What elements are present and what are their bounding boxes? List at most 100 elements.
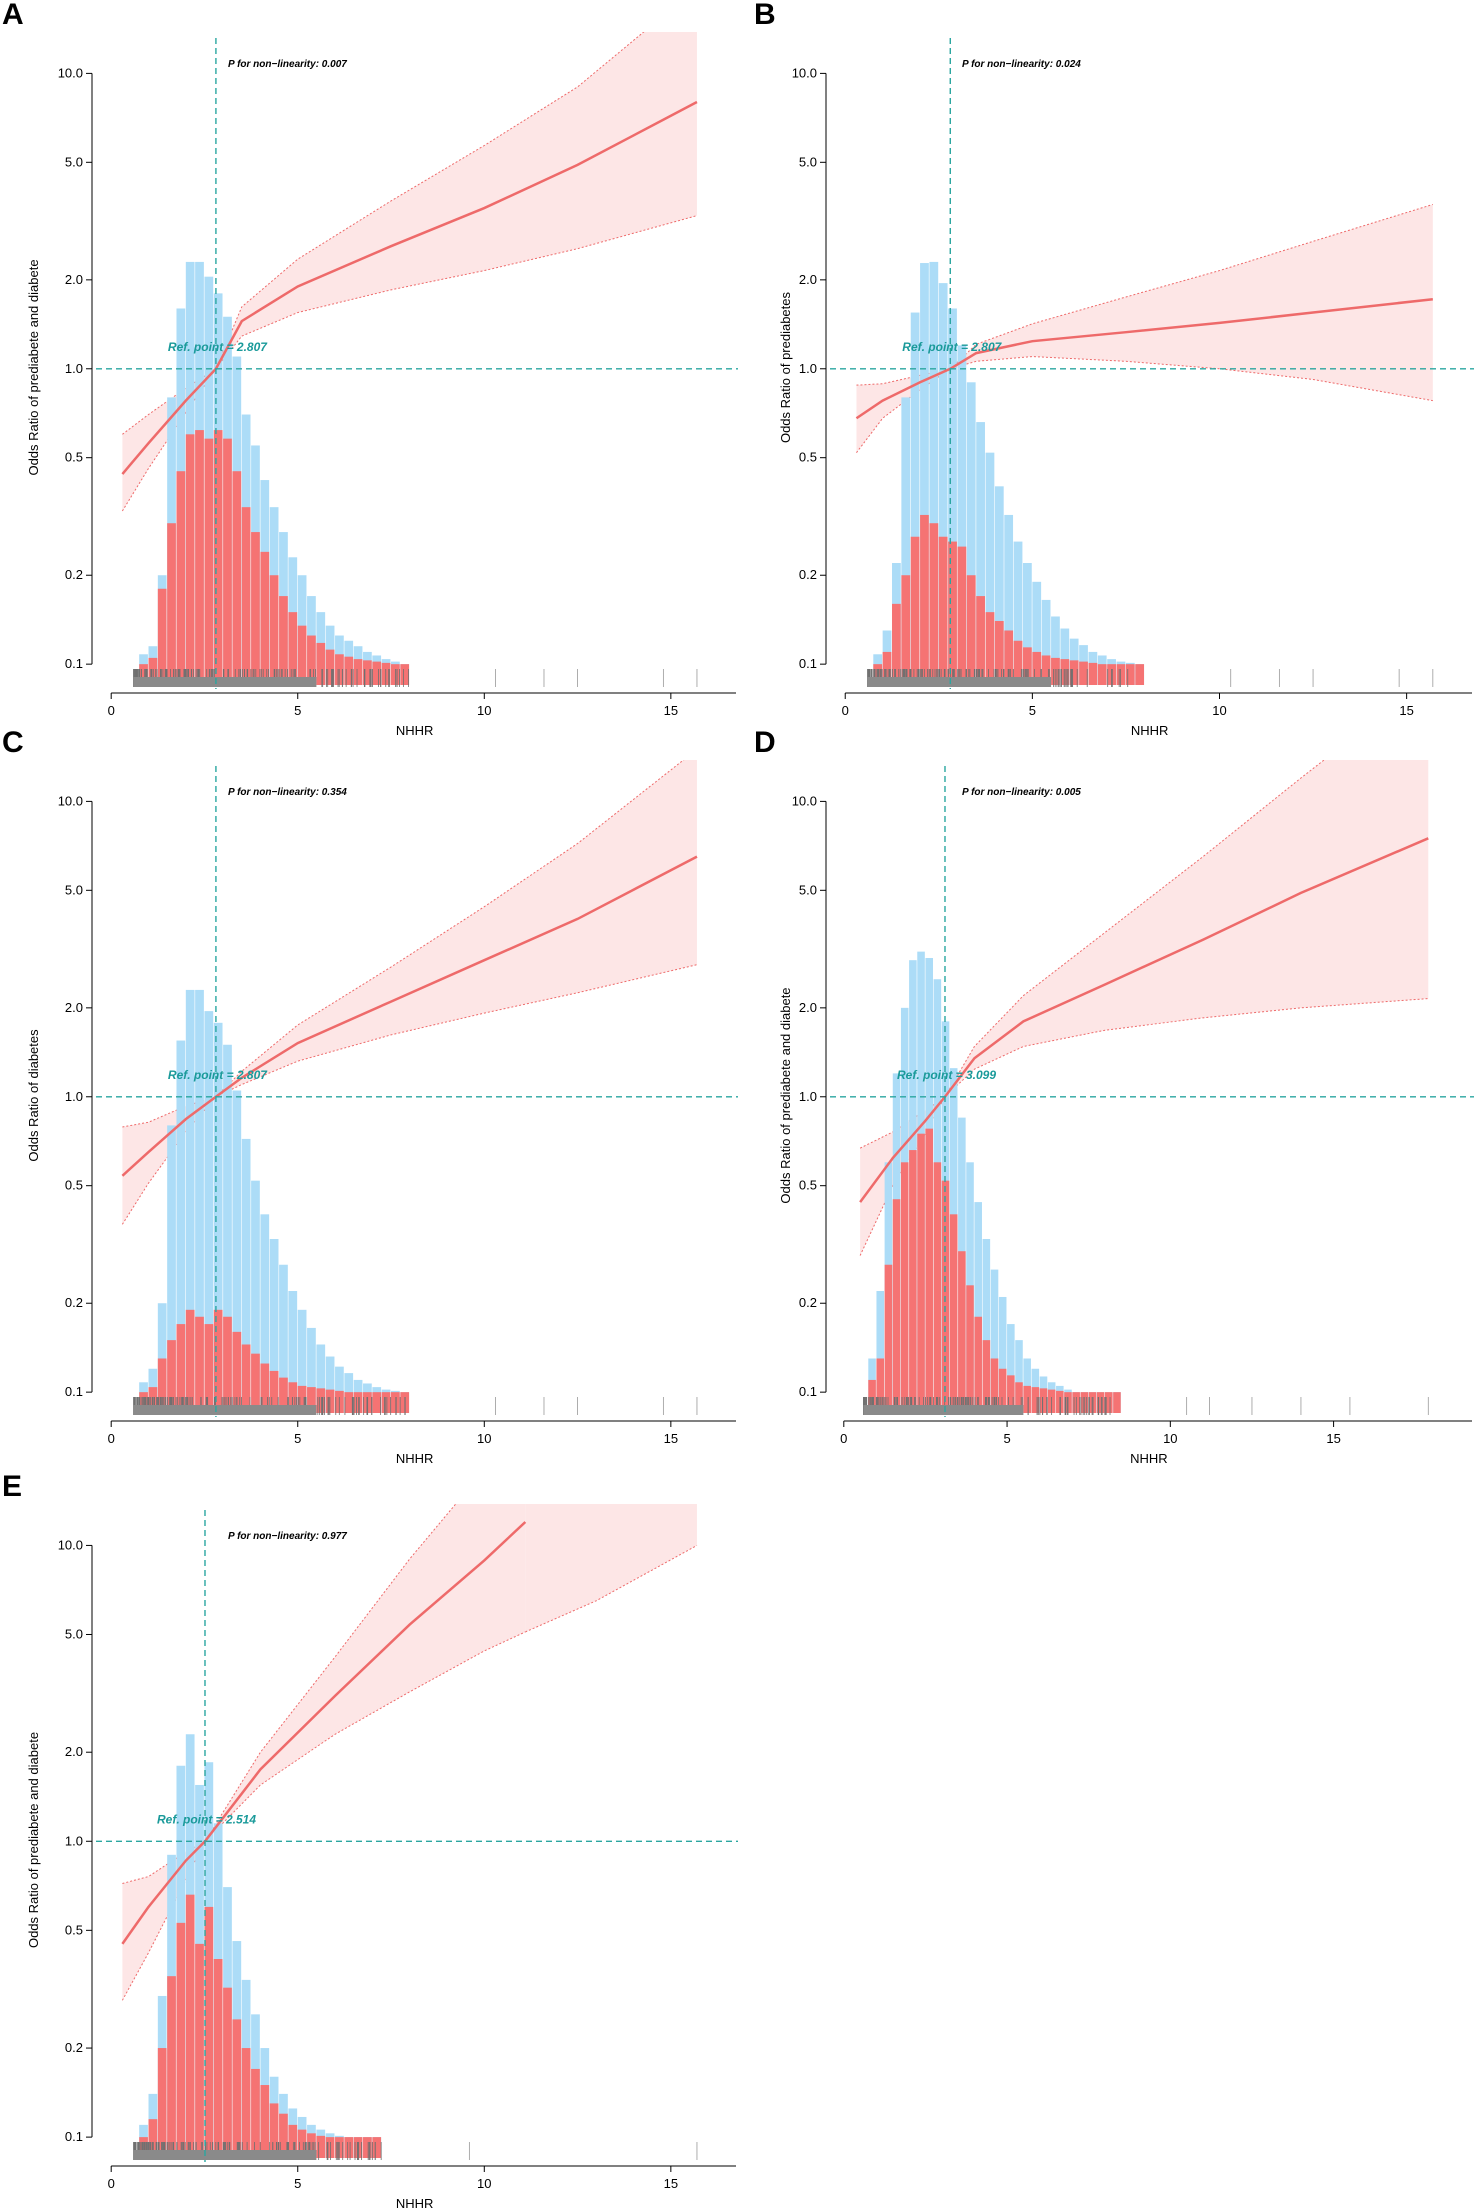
histogram-bar-cases [251,2068,260,2158]
rug-dense [863,1405,1024,1415]
histogram-bar-total [1013,541,1023,685]
histogram-bar-cases [176,471,186,685]
histogram-bar-total [1060,628,1070,685]
histogram-bar-cases [185,1309,195,1413]
histogram-bar-total [1023,563,1032,685]
histogram-bar-cases [288,2124,298,2158]
histogram-bar-total [1023,1358,1031,1413]
y-tick-label: 0.2 [65,1295,83,1310]
y-tick-label: 0.5 [65,1922,83,1937]
histogram-bar-cases [204,1324,214,1413]
histogram-bar-cases [1096,1392,1105,1413]
histogram-bar-cases [297,625,307,685]
x-tick-label: 5 [294,703,301,718]
x-tick-label: 15 [664,703,678,718]
histogram-bar-cases [157,588,167,685]
y-tick-label: 1.0 [799,1089,817,1104]
ci-upper-line [122,760,685,1128]
histogram-bar-cases [223,1316,232,1413]
or-curve [121,855,698,1177]
histogram-bar-cases [920,514,929,685]
histogram-bar-total [985,452,995,685]
y-tick-label: 0.2 [65,2040,83,2055]
histogram-bar-cases [176,1922,186,2158]
x-tick-label: 10 [477,2176,491,2191]
y-tick-label: 10.0 [58,65,83,80]
histogram-bar-cases [1023,647,1032,685]
histogram-bar-total [297,1309,307,1413]
histogram-bar-cases [868,1379,876,1413]
histogram-bar-cases [892,603,901,685]
histogram-bar-cases [372,1392,382,1413]
y-tick-label: 1.0 [799,361,817,376]
histogram-bar-cases [185,1894,195,2158]
histogram-bar-total [223,1044,232,1413]
y-axis-title: Odds Ratio of prediabete and diabete [26,259,41,475]
histogram-bar-cases [1088,662,1098,685]
histogram-bar-cases [344,2137,354,2158]
histogram-bar-total [176,1040,186,1413]
histogram-bar-cases [167,1976,176,2158]
y-tick-label: 5.0 [799,154,817,169]
histogram-bar-cases [1105,1392,1113,1413]
y-tick-label: 2.0 [799,1000,817,1015]
rug [133,669,698,687]
histogram-bar-cases [884,1264,893,1413]
y-tick-label: 0.2 [799,1295,817,1310]
x-tick-label: 0 [108,1431,115,1446]
y-tick-label: 0.1 [65,656,83,671]
histogram-bar-cases [998,1368,1007,1413]
histogram-bar-total [185,989,195,1413]
histogram-bar-total [910,312,920,685]
p-nonlinearity-label: P for non−linearity: 0.005 [962,787,1081,798]
histogram-bar-cases [966,1285,974,1413]
histogram-bar-cases [876,1358,885,1413]
y-tick-label: 10.0 [792,793,817,808]
y-tick-label: 0.5 [799,450,817,465]
histogram-bar-cases [213,1309,223,1413]
histogram-bar-cases [269,575,279,685]
histogram-bar-cases [204,1906,214,2158]
ci-band [856,204,1433,453]
histogram-bar-cases [307,1387,316,1413]
histogram-bar-cases [966,575,976,685]
histogram-bar-cases [185,434,195,685]
y-tick-label: 1.0 [65,1833,83,1848]
histogram-bar-cases [297,2129,307,2158]
histogram-bar-cases [925,1128,933,1413]
histogram-bar-cases [1013,640,1023,685]
histogram-bar-cases [288,612,298,685]
histogram-bar-cases [279,1377,288,1413]
panel-letter: A [2,0,24,31]
histogram-bar-cases [957,546,967,685]
x-tick-label: 10 [1212,703,1226,718]
x-tick-label: 0 [840,1431,847,1446]
histogram-bar-total [316,1344,326,1413]
histogram-bar-cases [1015,1382,1023,1413]
histogram-bar-cases [213,430,223,685]
panel-D: D 0.1 0.2 0.5 1.0 2.0 5.0 10.0 0 5 10 15 NHHR Odds Ra… [754,726,1474,1466]
histogram-bar-total [998,1296,1007,1413]
panel-letter: B [754,0,776,31]
histogram-bar-cases [204,438,214,685]
histogram-bar-cases [1004,630,1014,685]
histogram-bar-total [957,345,967,685]
histogram-bar-cases [157,1358,167,1413]
x-tick-label: 5 [1003,1431,1010,1446]
histogram-bar-cases [353,1392,363,1413]
y-tick-label: 0.1 [65,1384,83,1399]
histogram-bar-cases [167,523,176,685]
histogram-bar-cases [1023,1385,1031,1413]
histogram-bar-cases [241,1344,251,1413]
histogram-bar-cases [1097,664,1107,685]
x-tick-label: 10 [477,1431,491,1446]
histogram-bar-cases [1007,1375,1015,1413]
histogram-bar-cases [1069,660,1079,685]
y-tick-label: 5.0 [65,1626,83,1641]
histogram-bar-cases [909,1150,917,1413]
x-tick-label: 0 [108,703,115,718]
ref-point-label: Ref. point = 2.807 [902,340,1002,354]
or-curve [855,297,1433,420]
histogram-bar-cases [1113,1392,1121,1413]
